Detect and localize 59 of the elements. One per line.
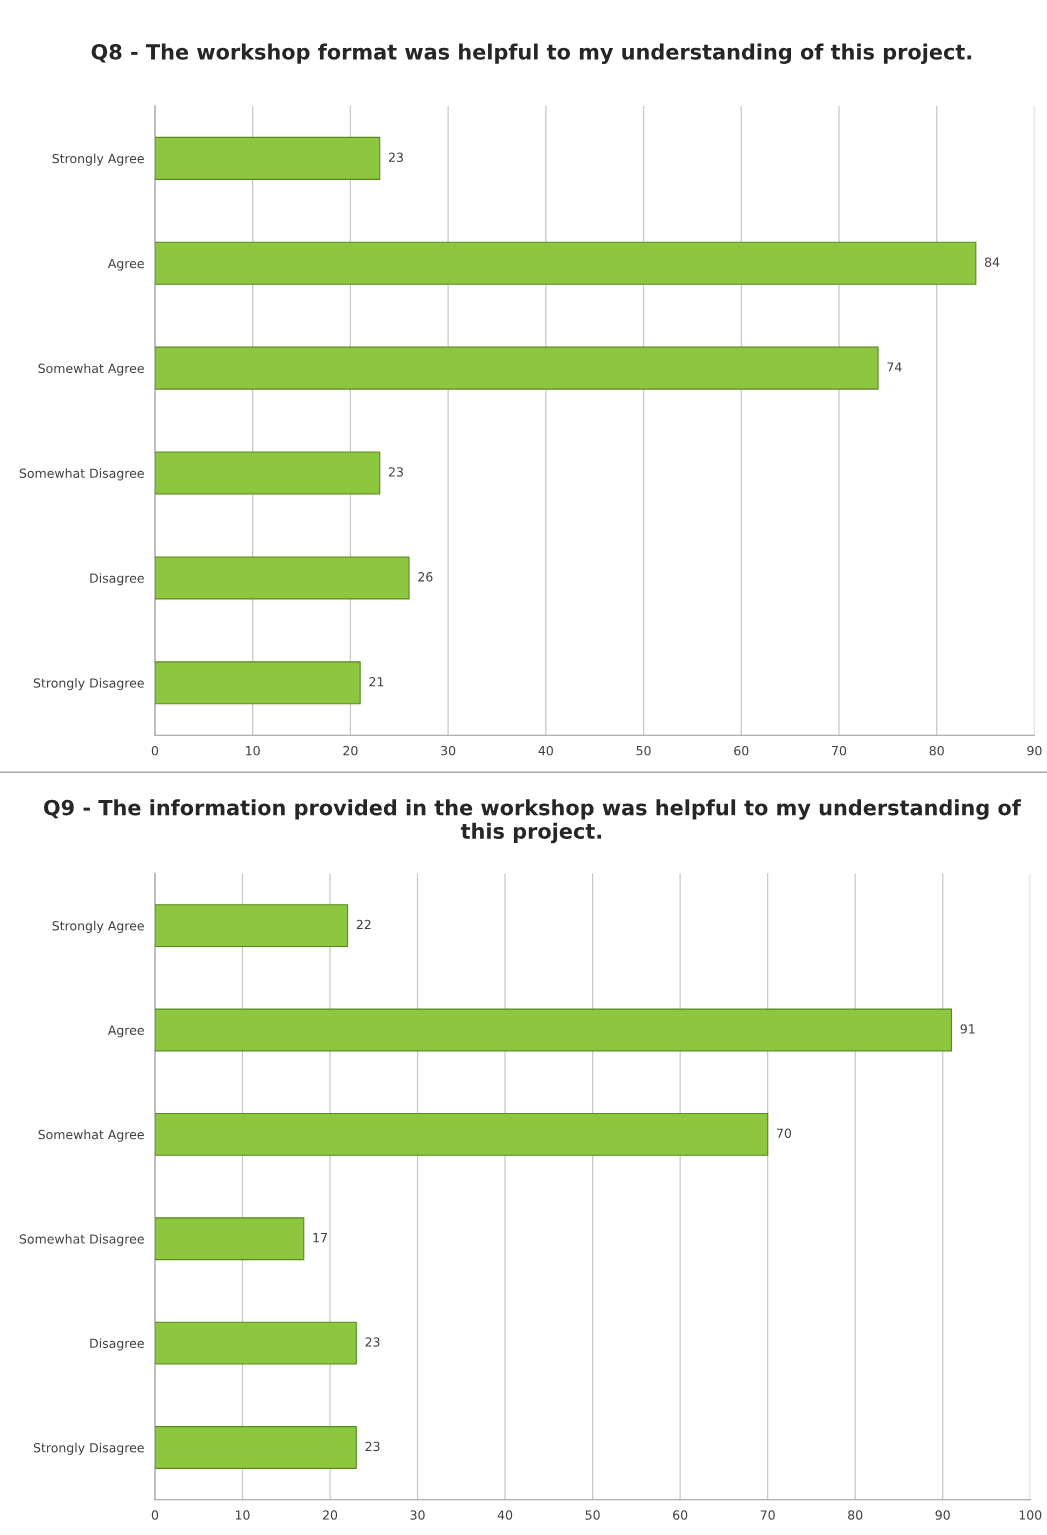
x-tick-label: 30 (410, 1510, 425, 1520)
y-tick-label: Somewhat Agree (38, 363, 144, 376)
y-tick-label: Somewhat Disagree (19, 1234, 144, 1247)
data-label: 23 (388, 467, 403, 477)
x-tick-label: 80 (929, 745, 944, 756)
data-label: 26 (418, 572, 433, 582)
bar (154, 451, 381, 495)
y-tick-label: Somewhat Disagree (19, 468, 144, 481)
x-tick-label: 20 (322, 1510, 338, 1520)
bar (154, 1217, 305, 1261)
bar (154, 1426, 357, 1469)
bar (154, 241, 977, 285)
bar (154, 136, 381, 180)
x-tick-label: 60 (734, 745, 749, 756)
data-label: 23 (365, 1441, 380, 1452)
x-tick-label: 90 (935, 1510, 950, 1520)
x-tick-label: 10 (235, 1510, 250, 1520)
y-tick-label: Strongly Agree (52, 920, 144, 933)
x-tick-label: 30 (441, 745, 456, 756)
bar (154, 904, 349, 948)
y-tick-label: Agree (107, 1025, 144, 1038)
x-tick-label: 70 (760, 1510, 775, 1520)
y-tick-label: Disagree (90, 573, 144, 586)
y-tick-label: Agree (107, 258, 144, 271)
data-label: 70 (777, 1128, 792, 1138)
data-label: 22 (356, 919, 371, 930)
y-tick-label: Strongly Agree (52, 153, 144, 166)
x-tick-label: 50 (636, 745, 651, 756)
x-tick-label: 40 (538, 745, 553, 756)
y-tick-label: Strongly Disagree (33, 1442, 144, 1455)
data-label: 84 (984, 257, 1000, 267)
x-tick-label: 0 (151, 745, 159, 756)
data-label: 23 (388, 152, 403, 162)
y-tick-label: Disagree (90, 1338, 144, 1351)
data-label: 23 (365, 1337, 380, 1347)
chart-title: Q8 - The workshop format was helpful to my understanding of this project. (91, 43, 972, 64)
x-tick-label: 70 (832, 745, 847, 756)
bar (154, 1321, 357, 1365)
y-tick-label: Somewhat Agree (38, 1129, 144, 1142)
x-tick-label: 40 (497, 1510, 513, 1520)
chart-title: Q9 - The information provided in the workshop was helpful to my understanding of this project. (43, 799, 1022, 844)
bar (154, 1008, 953, 1052)
bar (154, 556, 410, 600)
data-label: 91 (960, 1024, 975, 1034)
x-tick-label: 60 (673, 1510, 688, 1520)
x-tick-label: 20 (343, 745, 358, 756)
x-tick-label: 0 (151, 1510, 159, 1520)
x-tick-label: 90 (1027, 745, 1042, 756)
y-tick-label: Strongly Disagree (33, 678, 144, 691)
x-tick-label: 50 (585, 1510, 600, 1520)
data-label: 74 (887, 362, 902, 372)
bar (154, 1112, 769, 1156)
data-label: 17 (313, 1233, 327, 1243)
x-tick-label: 100 (1019, 1510, 1042, 1520)
x-tick-label: 10 (246, 745, 260, 756)
data-label: 21 (369, 676, 384, 687)
bar (154, 661, 361, 705)
bar (154, 346, 879, 390)
x-tick-label: 80 (848, 1510, 863, 1520)
